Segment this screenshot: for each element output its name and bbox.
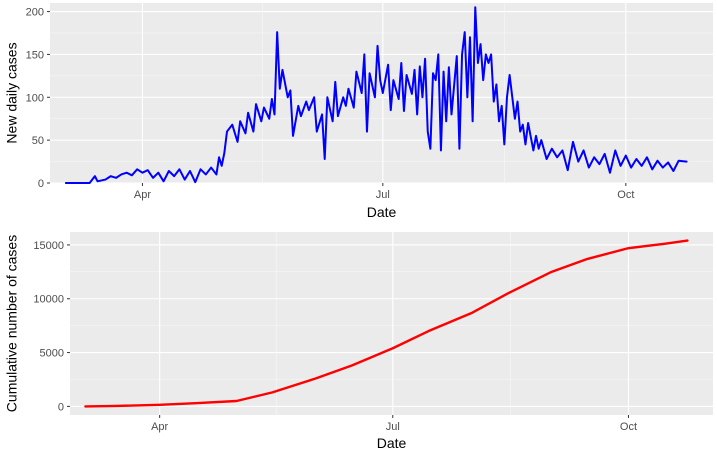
daily-x-tick-label: Oct <box>617 189 634 201</box>
daily-x-tick-label: Jul <box>376 189 390 201</box>
daily-y-tick-label: 0 <box>38 178 44 190</box>
cumulative-y-tick-label: 5000 <box>40 348 64 360</box>
daily-cases-panel: 0 50 100 150 200 Apr Jul Oct Date New daily cases <box>4 3 713 220</box>
cumulative-cases-panel: 0 5000 10000 15000 Apr Jul Oct Date Cumulative n… <box>4 232 713 451</box>
cumulative-x-tick-label: Oct <box>620 421 637 433</box>
cumulative-x-axis-title: Date <box>377 435 407 451</box>
cumulative-y-axis-title: Cumulative number of cases <box>4 235 20 412</box>
cumulative-series-line <box>84 239 689 408</box>
daily-x-tick-label: Apr <box>134 189 151 201</box>
cumulative-y-tick-label: 15000 <box>33 240 64 252</box>
daily-series-line <box>64 6 688 184</box>
cumulative-y-tick-label: 0 <box>58 401 64 413</box>
daily-y-tick-label: 100 <box>26 92 44 104</box>
cumulative-y-tick-label: 10000 <box>33 294 64 306</box>
daily-y-tick-label: 50 <box>32 135 44 147</box>
daily-x-axis-title: Date <box>367 204 397 220</box>
cumulative-panel-background <box>70 232 713 415</box>
cumulative-x-tick-label: Apr <box>151 421 168 433</box>
daily-y-tick-label: 200 <box>26 7 44 19</box>
daily-y-axis-title: New daily cases <box>4 42 20 143</box>
cumulative-x-tick-label: Jul <box>386 421 400 433</box>
daily-y-tick-label: 150 <box>26 49 44 61</box>
